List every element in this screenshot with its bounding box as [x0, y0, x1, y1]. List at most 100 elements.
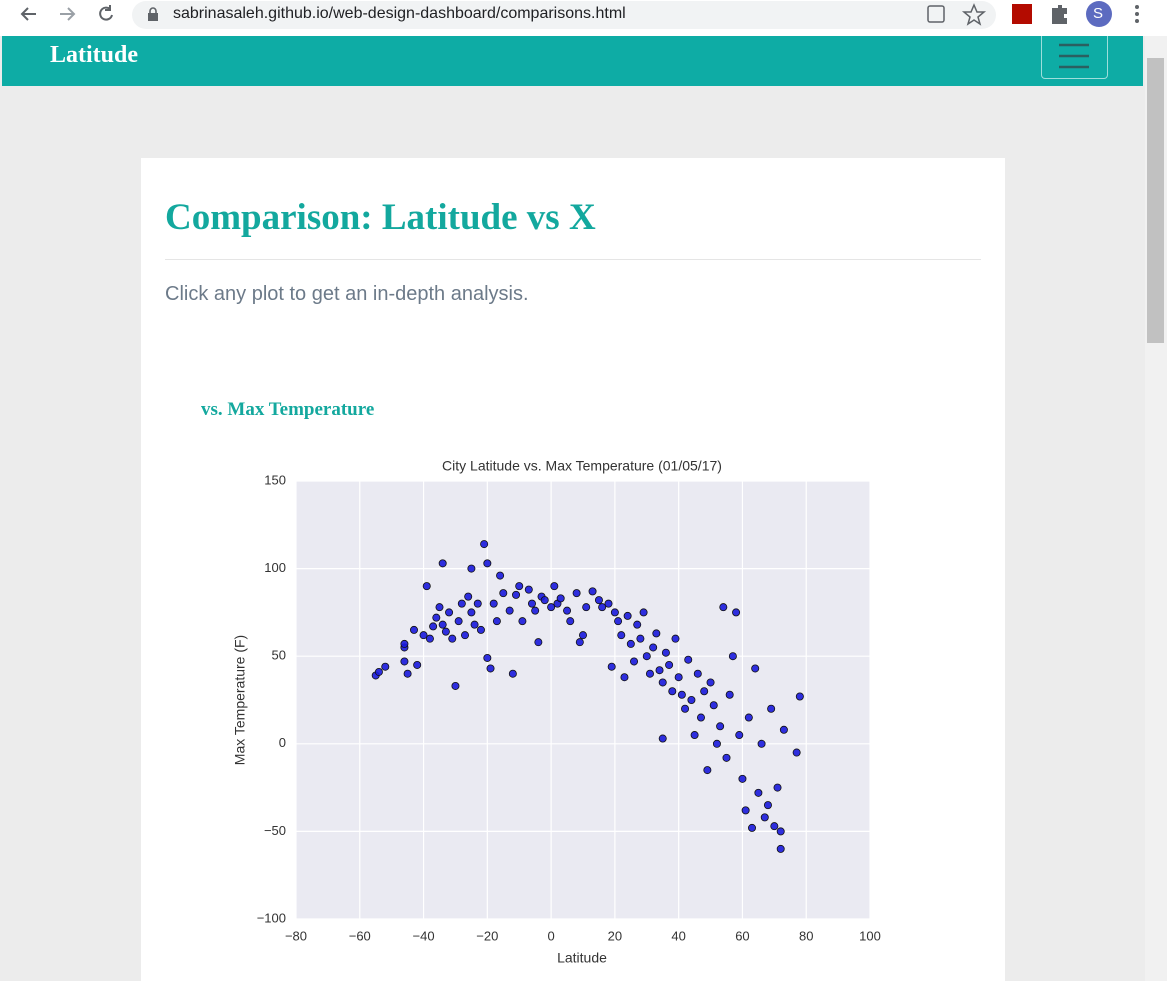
scrollbar-thumb[interactable]	[1147, 58, 1164, 343]
menu-toggle[interactable]	[1041, 36, 1108, 79]
scatter-point	[712, 739, 721, 748]
scatter-point	[480, 540, 489, 549]
scatter-point	[409, 625, 418, 634]
scatter-point	[531, 606, 540, 615]
y-tick-label: −50	[264, 823, 286, 838]
scatter-point	[639, 608, 648, 617]
chart-title: City Latitude vs. Max Temperature (01/05…	[442, 458, 722, 474]
scatter-point	[499, 589, 508, 598]
scatter-point	[767, 704, 776, 713]
scatter-point	[400, 657, 409, 666]
scatter-point	[492, 617, 501, 626]
scatter-point	[751, 664, 760, 673]
scatter-point	[665, 660, 674, 669]
profile-initial[interactable]: S	[1093, 5, 1104, 22]
scatter-point	[738, 774, 747, 783]
y-axis-label: Max Temperature (F)	[232, 635, 248, 765]
y-tick-label: 100	[264, 560, 286, 575]
scatter-point	[467, 564, 476, 573]
scatter-point	[534, 638, 543, 647]
scatter-point	[374, 667, 383, 676]
scatter-point	[489, 599, 498, 608]
scatter-point	[757, 739, 766, 748]
x-tick-label: 80	[799, 928, 813, 943]
nav-buttons[interactable]	[0, 0, 130, 30]
y-tick-label: 50	[272, 648, 286, 663]
scatter-point	[425, 634, 434, 643]
scatter-point	[432, 613, 441, 622]
x-tick-label: 40	[671, 928, 685, 943]
scatter-point	[668, 687, 677, 696]
scatter-point	[661, 648, 670, 657]
scatter-point	[451, 681, 460, 690]
scatter-point	[658, 678, 667, 687]
scatter-point	[655, 666, 664, 675]
scatter-point	[575, 638, 584, 647]
scatter-point	[476, 625, 485, 634]
scatter-point	[763, 801, 772, 810]
x-tick-label: −20	[476, 928, 498, 943]
scatter-point	[754, 788, 763, 797]
scatter-point	[681, 704, 690, 713]
scatter-point	[623, 611, 632, 620]
scatter-point	[690, 731, 699, 740]
scatter-point	[706, 678, 715, 687]
scatter-point	[527, 599, 536, 608]
scatter-point	[563, 606, 572, 615]
scatter-point	[652, 629, 661, 638]
plot-area	[296, 481, 870, 919]
scatter-point	[438, 620, 447, 629]
scatter-point	[776, 844, 785, 853]
scatter-point	[741, 806, 750, 815]
scatter-point	[578, 631, 587, 640]
scatter-point	[454, 617, 463, 626]
scatter-point	[671, 634, 680, 643]
scatter-point	[566, 617, 575, 626]
scatter-point	[604, 599, 613, 608]
scatter-point	[674, 673, 683, 682]
scatter-point	[470, 620, 479, 629]
scatter-point	[473, 599, 482, 608]
scatter-point	[773, 783, 782, 792]
page-title: Comparison: Latitude vs X	[165, 197, 596, 238]
x-tick-label: −60	[349, 928, 371, 943]
navbar-brand[interactable]: Latitude	[50, 42, 139, 68]
scatter-point	[645, 669, 654, 678]
scatter-point	[429, 622, 438, 631]
scatter-point	[457, 599, 466, 608]
scatter-point	[508, 669, 517, 678]
scatter-point	[438, 559, 447, 568]
address-bar[interactable]	[132, 1, 996, 29]
scatter-point	[483, 653, 492, 662]
scatter-point	[441, 627, 450, 636]
scatter-point	[413, 660, 422, 669]
section-title: vs. Max Temperature	[201, 399, 375, 420]
y-tick-label: 0	[279, 735, 286, 750]
chart[interactable]: City Latitude vs. Max Temperature (01/05…	[220, 450, 900, 975]
scatter-point	[649, 643, 658, 652]
scatter-point	[572, 589, 581, 598]
scatter-point	[696, 713, 705, 722]
x-axis-label: Latitude	[557, 950, 607, 966]
scatter-point	[515, 582, 524, 591]
scatter-point	[610, 608, 619, 617]
scatter-point	[381, 662, 390, 671]
scatter-point	[684, 655, 693, 664]
x-tick-label: 20	[608, 928, 622, 943]
scatter-point	[518, 617, 527, 626]
scatter-point	[483, 559, 492, 568]
scatter-point	[760, 813, 769, 822]
scatter-point	[556, 594, 565, 603]
scatter-point	[630, 657, 639, 666]
x-tick-label: 60	[735, 928, 749, 943]
scatter-point	[722, 753, 731, 762]
toolbar-icons[interactable]	[920, 0, 1160, 30]
scatter-point	[614, 617, 623, 626]
url[interactable]: sabrinasaleh.github.io/web-design-dashbo…	[173, 5, 626, 22]
navbar	[2, 36, 1143, 86]
scatter-point	[642, 652, 651, 661]
hamburger-icon	[1059, 43, 1089, 69]
scatter-point	[735, 731, 744, 740]
scatter-point	[496, 571, 505, 580]
